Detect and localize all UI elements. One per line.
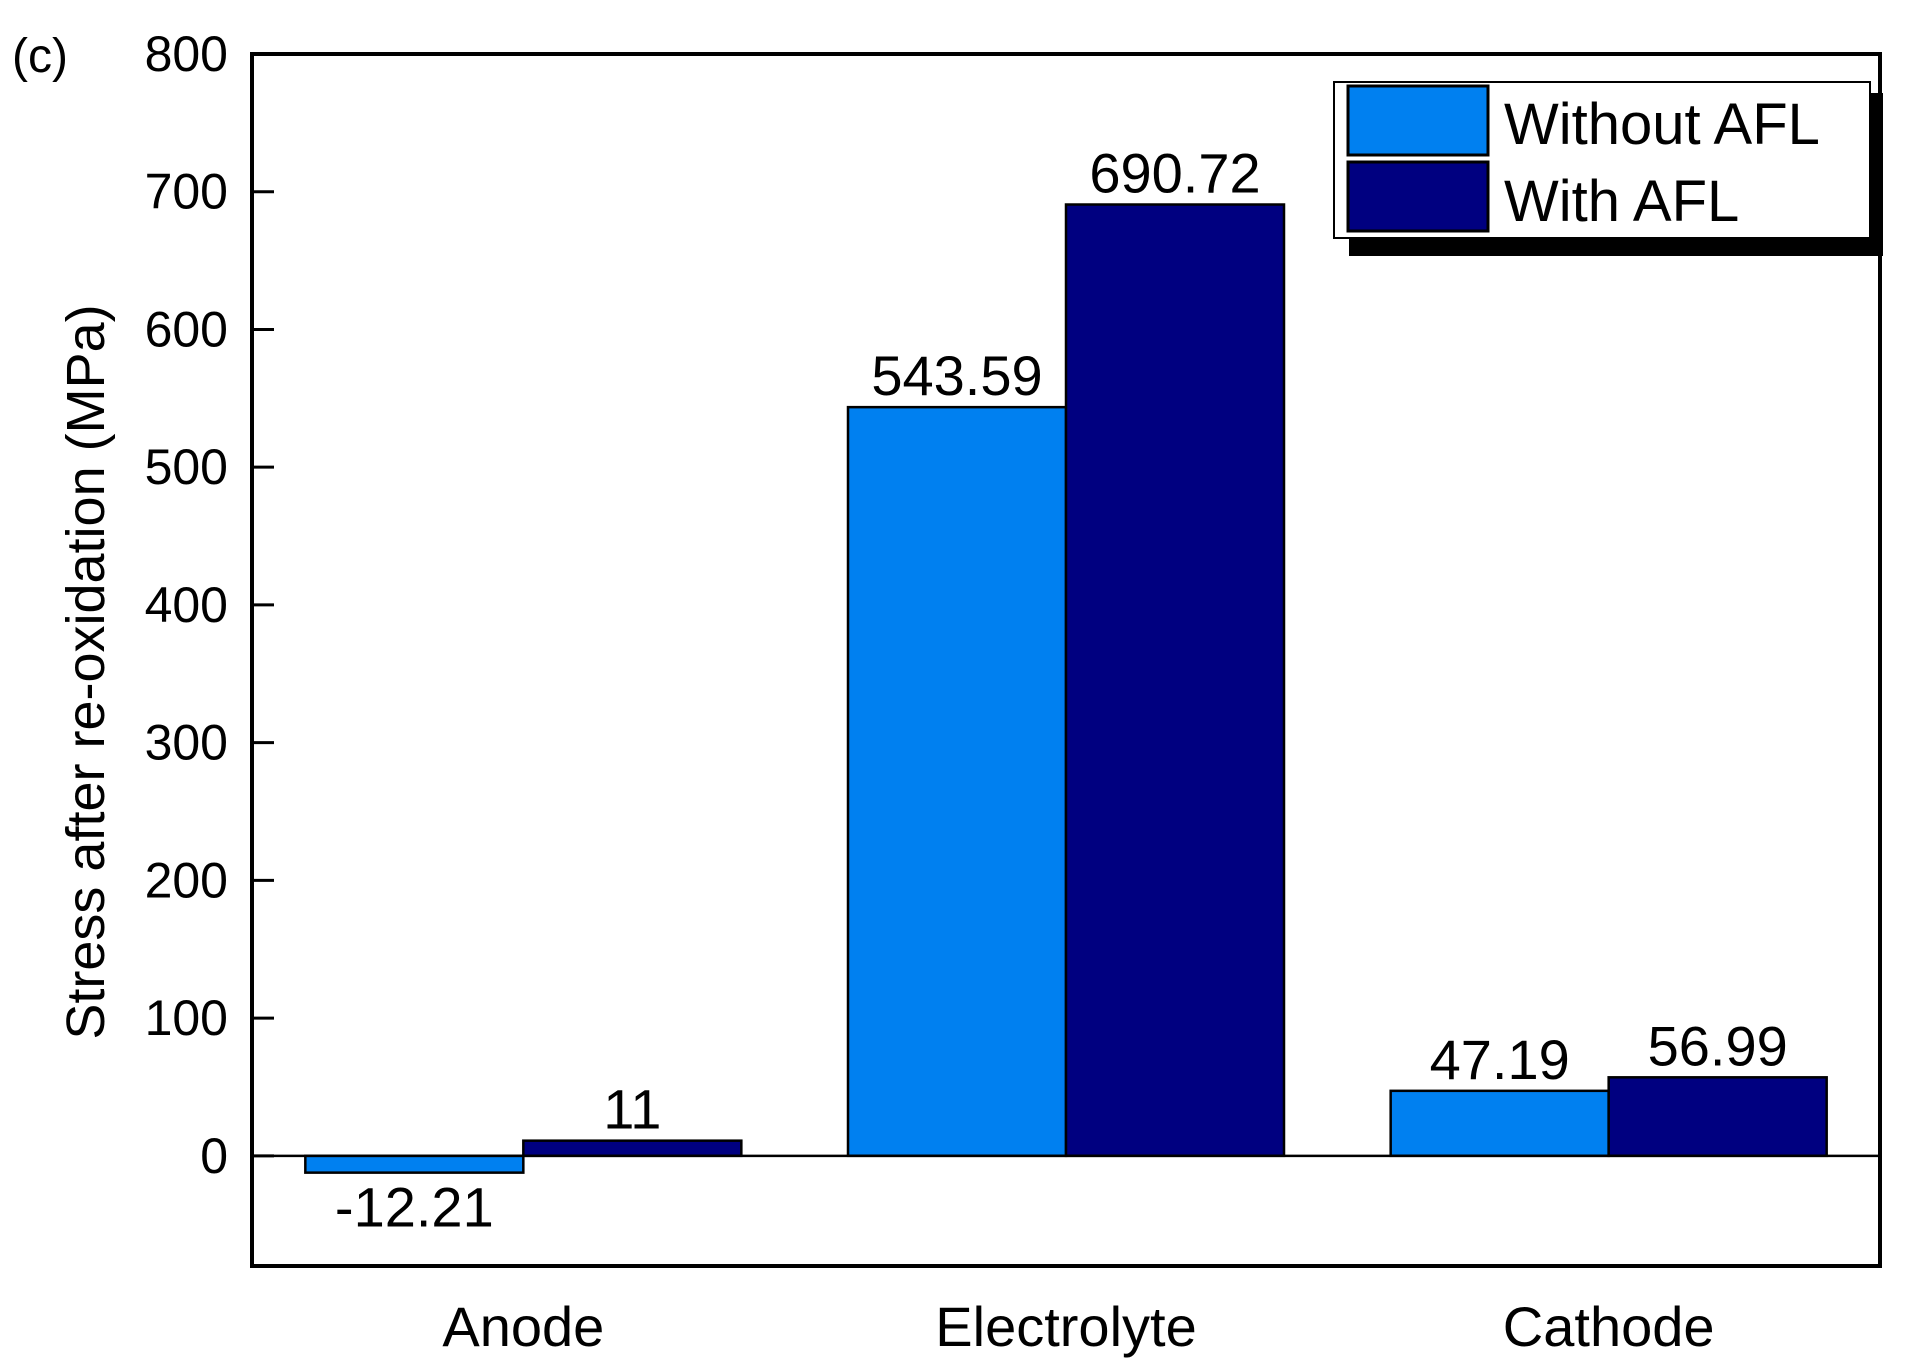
bar-with-afl [1064, 203, 1286, 1158]
y-tick-label: 500 [145, 439, 228, 495]
bars [304, 203, 1828, 1174]
data-label-with-afl: 11 [603, 1078, 661, 1141]
data-label-with-afl: 56.99 [1648, 1014, 1788, 1077]
panel-label: (c) [12, 30, 68, 83]
y-tick-label: 600 [145, 301, 228, 357]
x-axis: Anode Electrolyte Cathode [442, 1295, 1714, 1358]
plot-frame [250, 52, 1882, 1268]
bar-without-afl [1389, 1089, 1610, 1158]
y-axis-title: Stress after re-oxidation (MPa) [56, 304, 116, 1039]
legend: Without AFL With AFL [1333, 81, 1883, 256]
bar-without-afl [304, 1154, 525, 1174]
y-tick-label: 800 [145, 26, 228, 82]
data-label-without-afl: -12.21 [335, 1176, 494, 1239]
y-tick-label: 400 [145, 577, 228, 633]
data-labels: -12.21 11 543.59 690.72 47.19 56.99 [335, 142, 1788, 1239]
y-tick-label: 700 [145, 164, 228, 220]
y-tick-label: 0 [200, 1128, 228, 1184]
y-tick-label: 100 [145, 990, 228, 1046]
legend-label-without-afl: Without AFL [1504, 92, 1820, 157]
bar-without-afl [846, 405, 1068, 1158]
legend-label-with-afl: With AFL [1504, 169, 1739, 234]
data-label-without-afl: 47.19 [1430, 1028, 1570, 1091]
legend-swatch-with-afl [1346, 160, 1490, 233]
data-label-with-afl: 690.72 [1089, 142, 1260, 205]
y-tick-label: 300 [145, 715, 228, 771]
bar-with-afl [1607, 1076, 1828, 1158]
x-category-label: Electrolyte [935, 1295, 1196, 1358]
x-category-label: Anode [442, 1295, 604, 1358]
x-category-label: Cathode [1503, 1295, 1715, 1358]
bar-with-afl [522, 1139, 743, 1158]
legend-swatch-without-afl [1346, 84, 1490, 157]
y-axis: 0 100 200 300 400 500 600 700 800 [145, 26, 274, 1184]
data-label-without-afl: 543.59 [871, 344, 1042, 407]
y-tick-label: 200 [145, 852, 228, 908]
